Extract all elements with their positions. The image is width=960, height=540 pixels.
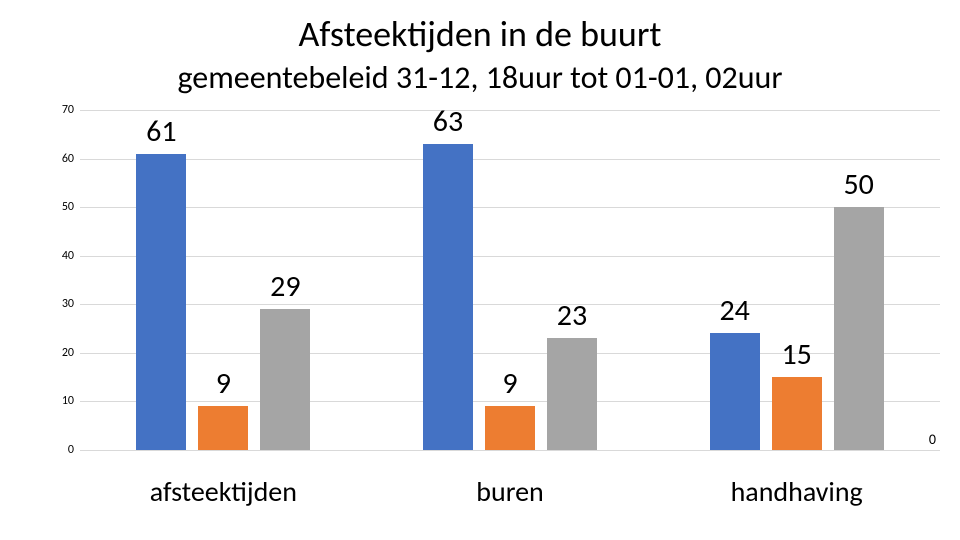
gridline xyxy=(80,450,940,451)
bar-value-label: 23 xyxy=(557,297,587,334)
y-tick-label: 70 xyxy=(52,103,74,117)
bar xyxy=(547,338,597,450)
y-tick-label: 30 xyxy=(52,297,74,311)
chart-subtitle: gemeentebeleid 31-12, 18uur tot 01-01, 0… xyxy=(0,58,960,97)
y-tick-label: 0 xyxy=(52,443,74,457)
bar-value-label: 9 xyxy=(502,365,517,402)
bar xyxy=(834,207,884,450)
gridline xyxy=(80,110,940,111)
bar-value-label: 15 xyxy=(781,336,811,373)
bar-value-label: 9 xyxy=(216,365,231,402)
bar xyxy=(260,309,310,450)
gridline xyxy=(80,256,940,257)
category-label: afsteektijden xyxy=(150,474,297,509)
chart-title: Afsteektijden in de buurt xyxy=(0,12,960,56)
y-tick-label: 40 xyxy=(52,249,74,263)
bar-value-label: 24 xyxy=(719,292,749,329)
gridline xyxy=(80,304,940,305)
y-tick-label: 20 xyxy=(52,346,74,360)
category-label: handhaving xyxy=(731,474,863,509)
bar-value-label: 50 xyxy=(843,166,873,203)
category-label: buren xyxy=(476,474,543,509)
bar xyxy=(198,406,248,450)
bar-value-label: 63 xyxy=(433,103,463,140)
bar xyxy=(710,333,760,450)
bar-chart: 01020304050607061929afsteektijden63923bu… xyxy=(80,110,940,450)
bar xyxy=(485,406,535,450)
bar xyxy=(136,154,186,450)
gridline xyxy=(80,159,940,160)
trailing-zero-label: 0 xyxy=(929,431,936,448)
bar xyxy=(423,144,473,450)
y-tick-label: 50 xyxy=(52,200,74,214)
bar xyxy=(772,377,822,450)
y-tick-label: 10 xyxy=(52,394,74,408)
y-tick-label: 60 xyxy=(52,152,74,166)
gridline xyxy=(80,207,940,208)
bar-value-label: 29 xyxy=(270,268,300,305)
bar-value-label: 61 xyxy=(146,113,176,150)
